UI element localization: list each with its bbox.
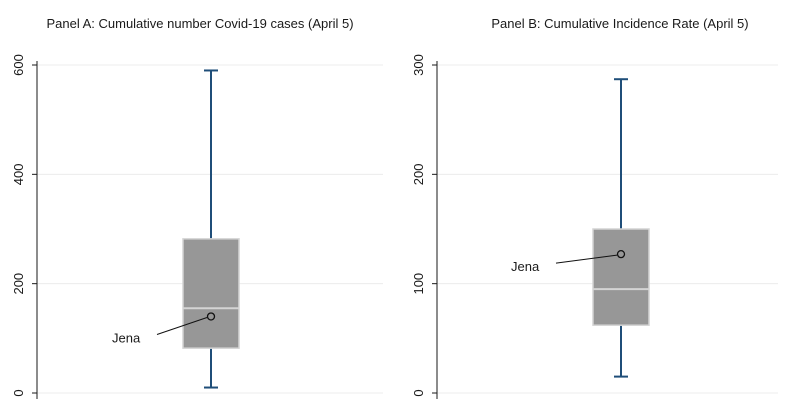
panel-a-jena-label: Jena	[112, 330, 141, 345]
panel-b-y-tick-label: 0	[411, 389, 426, 396]
panel-a-iqr-box	[182, 238, 240, 349]
panel-a-y-tick-label: 400	[11, 163, 26, 185]
panel-a-y-tick-label: 0	[11, 389, 26, 396]
panel-a-y-tick-label: 600	[11, 54, 26, 76]
panel-b-y-tick-label: 100	[411, 273, 426, 295]
panel-b-iqr-box	[592, 228, 650, 326]
panel-a-jena-leader	[156, 316, 208, 335]
panel-b-jena-leader	[555, 254, 618, 264]
panel-b-jena-label: Jena	[511, 259, 540, 274]
panel-a-title: Panel A: Cumulative number Covid-19 case…	[46, 16, 353, 31]
panel-a-jena-marker	[206, 312, 216, 321]
panel-b-y-tick-label: 200	[411, 163, 426, 185]
panel-a-chart: Panel A: Cumulative number Covid-19 case…	[11, 16, 383, 399]
panel-b-y-tick-label: 300	[411, 54, 426, 76]
panel-b-chart: Panel B: Cumulative Incidence Rate (Apri…	[411, 16, 778, 399]
panel-b-title: Panel B: Cumulative Incidence Rate (Apri…	[491, 16, 748, 31]
panel-a-y-tick-label: 200	[11, 273, 26, 295]
panel-b-jena-marker	[616, 249, 626, 259]
panel-b: Panel B: Cumulative Incidence Rate (Apri…	[395, 0, 790, 399]
panel-a: Panel A: Cumulative number Covid-19 case…	[11, 16, 383, 399]
